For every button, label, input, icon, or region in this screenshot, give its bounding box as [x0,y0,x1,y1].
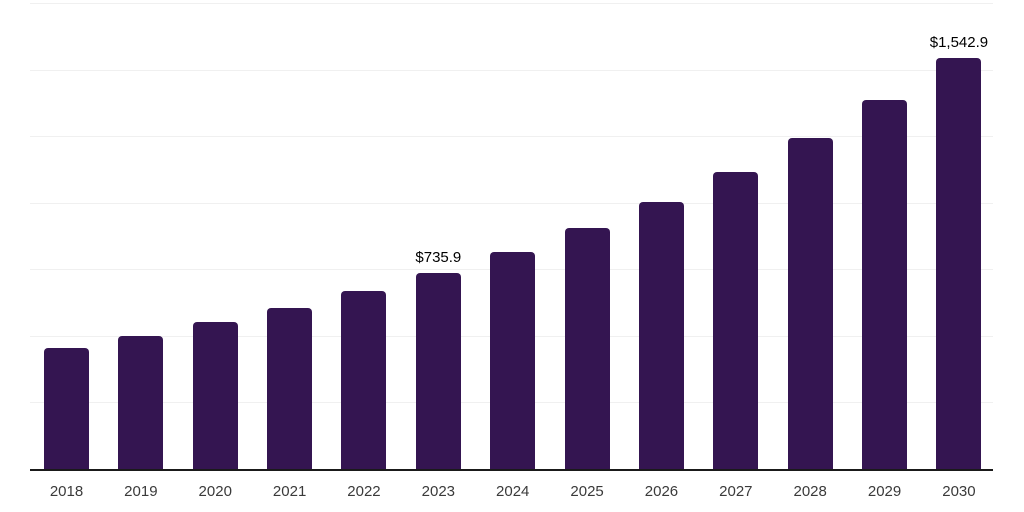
bar-2030[interactable] [936,58,982,469]
gridline-1750 [30,3,993,4]
bar-2018[interactable] [44,347,89,469]
bar-2020[interactable] [192,322,238,469]
x-tick-label-2019: 2019 [124,483,158,500]
bar-2023[interactable] [415,273,461,469]
x-tick-label-2025: 2025 [570,483,604,500]
bar-2021[interactable] [267,307,313,469]
gridline-1500 [30,69,993,71]
x-axis-labels: 2018 2019 2020 2021 2022 2023 2024 2025 2026 2027… [0,482,1024,504]
x-tick-label-2023: 2023 [421,483,456,500]
bar-2029[interactable] [862,100,908,469]
x-tick-label-2030: 2030 [942,483,976,500]
x-tick-label-2024: 2024 [496,483,530,500]
x-tick-label-2026: 2026 [644,483,679,500]
x-tick-label-2022: 2022 [347,483,381,500]
value-label-2030: $1,542.9 [929,34,989,52]
bar-2027[interactable] [713,172,759,469]
bar-2022[interactable] [341,291,387,469]
x-tick-label-2029: 2029 [867,483,902,500]
x-tick-label-2027: 2027 [719,483,753,500]
bar-2024[interactable] [490,252,536,469]
bar-2028[interactable] [787,138,833,469]
value-label-2023: $735.9 [415,249,462,267]
x-tick-label-2018: 2018 [49,483,84,500]
plot-area: $735.9 $1,542.9 [30,3,993,471]
x-tick-label-2028: 2028 [793,483,827,500]
bar-2026[interactable] [638,202,684,469]
x-tick-label-2021: 2021 [272,483,307,500]
bar-2025[interactable] [564,228,610,469]
gridline-1000 [30,202,993,204]
x-tick-label-2020: 2020 [198,483,232,500]
bar-2019[interactable] [118,335,164,469]
gridline-1250 [30,136,993,138]
